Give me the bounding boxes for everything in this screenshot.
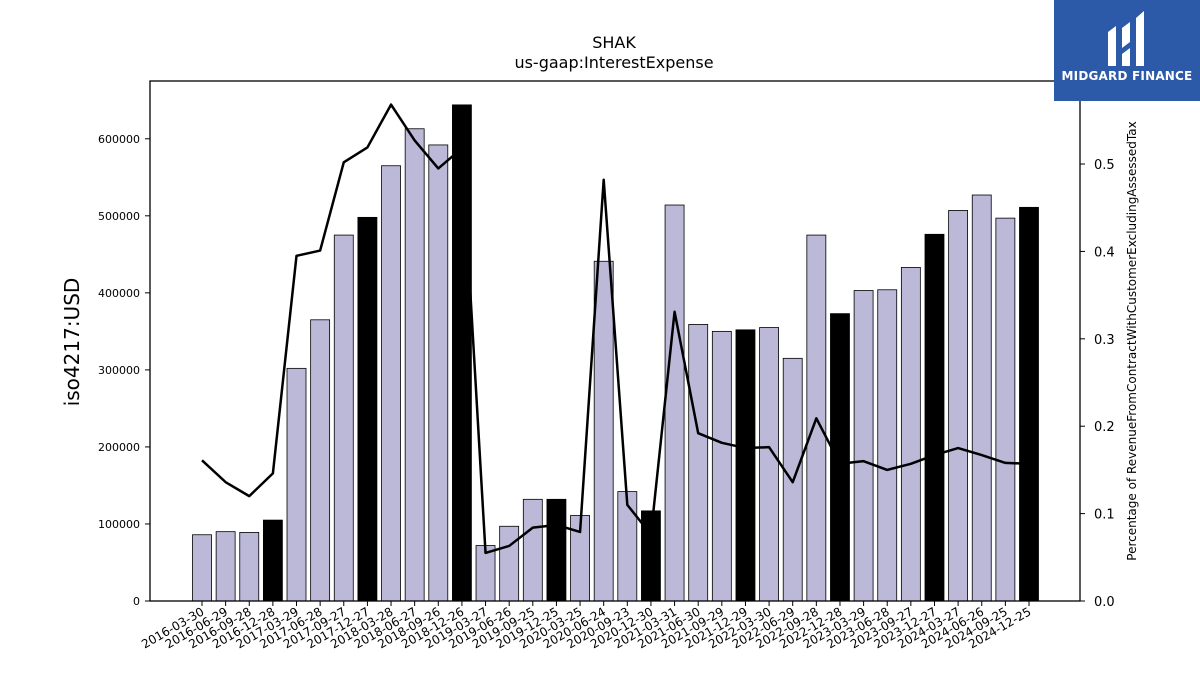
bar-2018-12-26: [452, 104, 472, 602]
bar-2018-09-26: [428, 144, 449, 602]
bar-2020-09-23: [617, 491, 638, 602]
bar-2024-06-26: [971, 194, 992, 602]
plot-frame: [149, 80, 1081, 602]
y-tick-label: 200000: [98, 441, 140, 454]
bar-2021-03-31: [664, 204, 685, 602]
bar-2019-09-25: [522, 498, 543, 602]
bar-2024-12-25: [1019, 206, 1039, 602]
bar-2016-09-28: [239, 532, 260, 602]
brand-logo: MIDGARD FINANCE: [1054, 0, 1200, 101]
y-tick-label: 100000: [98, 518, 140, 531]
bar-2021-09-29: [711, 330, 732, 602]
bar-2019-06-26: [499, 525, 520, 602]
bar-2017-12-27: [357, 216, 378, 602]
bar-2017-06-28: [310, 319, 331, 602]
y2-tick-label: 0.4: [1094, 245, 1115, 260]
bar-2020-06-24: [593, 260, 614, 602]
bar-2017-03-29: [286, 367, 307, 602]
y-tick-label: 400000: [98, 287, 140, 300]
y-tick-label: 0: [133, 595, 140, 608]
bar-2023-12-27: [924, 233, 945, 602]
y2-axis-label: Percentage of RevenueFromContractWithCus…: [1125, 121, 1139, 560]
bar-2018-06-27: [404, 128, 425, 602]
chart-title: SHAK: [592, 33, 636, 52]
y-tick-label: 600000: [98, 133, 140, 146]
bar-2022-03-30: [759, 327, 779, 602]
bar-2018-03-28: [381, 165, 401, 602]
bar-2024-09-25: [995, 217, 1016, 602]
y2-tick-label: 0.3: [1094, 333, 1115, 348]
bar-2021-12-29: [735, 329, 756, 602]
y-tick-label: 300000: [98, 364, 140, 377]
y2-tick-label: 0.1: [1094, 508, 1115, 523]
logo-text: MIDGARD FINANCE: [1061, 69, 1193, 83]
y2-tick-label: 0.0: [1094, 595, 1115, 610]
bar-2016-12-28: [262, 519, 283, 602]
chart-subtitle: us-gaap:InterestExpense: [514, 53, 713, 72]
bar-2024-03-27: [948, 210, 969, 602]
logo-mark-icon: [1108, 11, 1144, 66]
y2-tick-label: 0.5: [1094, 158, 1115, 173]
axes-layer: 0 100000 200000 300000 400000 500000 600000 0.0…: [98, 80, 1115, 651]
y-axis-label: iso4217:USD: [60, 278, 84, 407]
bar-2017-09-27: [333, 234, 354, 602]
bar-2023-03-29: [853, 290, 874, 602]
bar-2021-06-30: [688, 324, 709, 602]
bar-2016-03-30: [192, 534, 212, 602]
y-tick-label: 500000: [98, 210, 140, 223]
bar-2016-06-29: [215, 531, 236, 602]
bar-2023-06-28: [877, 289, 898, 602]
y2-tick-label: 0.2: [1094, 420, 1115, 435]
bar-2022-12-28: [830, 313, 850, 602]
percentage-line: [201, 103, 1030, 555]
line-layer: [201, 103, 1030, 555]
bar-2019-12-25: [546, 498, 567, 602]
bars-layer: [192, 104, 1039, 602]
bar-2023-09-27: [900, 267, 921, 602]
